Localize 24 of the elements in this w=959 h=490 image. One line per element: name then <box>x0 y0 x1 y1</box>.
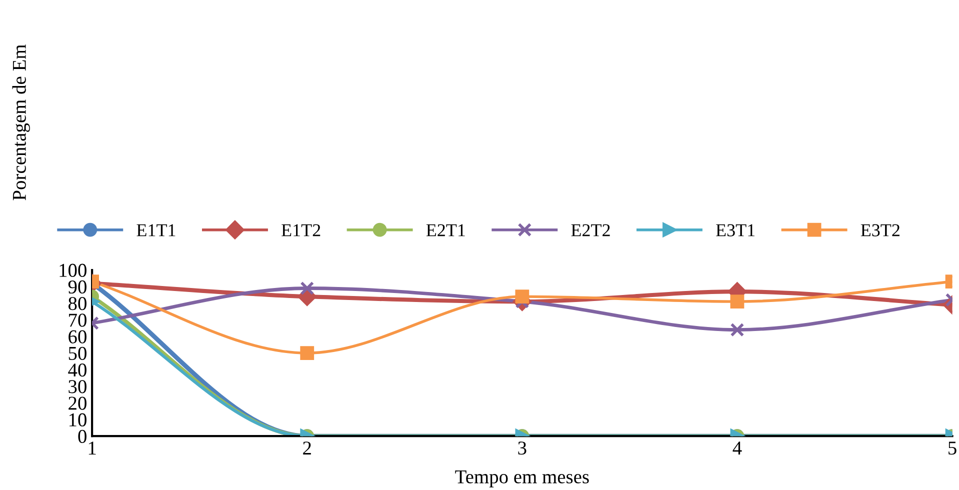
y-tick-label: 40 <box>68 363 86 377</box>
y-tick-label: 10 <box>69 413 86 426</box>
y-tick-label: 50 <box>68 346 86 360</box>
x-tick-label: 3 <box>518 442 526 455</box>
x-tick-label: 1 <box>88 442 96 454</box>
x-axis-title: Tempo em meses <box>455 470 589 488</box>
y-tick-label: 80 <box>68 297 86 310</box>
y-tick-label: 0 <box>78 430 86 444</box>
y-tick-label: 90 <box>68 280 86 294</box>
y-tick-label: 20 <box>68 396 86 410</box>
x-tick-label: 2 <box>303 442 311 454</box>
y-tick-label: 60 <box>68 330 86 344</box>
y-tick-label: 30 <box>68 380 86 394</box>
y-axis-title: Porcentagem de Em <box>12 44 30 200</box>
legend-label: E3T1 <box>716 224 755 236</box>
y-tick-label: 70 <box>69 314 86 327</box>
legend-label: E1T1 <box>136 224 176 236</box>
legend-label: E2T2 <box>571 224 610 236</box>
legend-label: E1T2 <box>282 224 320 236</box>
x-tick-label: 4 <box>732 442 742 454</box>
y-tick-label: 100 <box>60 264 86 277</box>
x-tick-label: 5 <box>948 442 956 455</box>
legend-label: E3T2 <box>860 224 900 236</box>
legend-label: E2T1 <box>426 224 465 236</box>
